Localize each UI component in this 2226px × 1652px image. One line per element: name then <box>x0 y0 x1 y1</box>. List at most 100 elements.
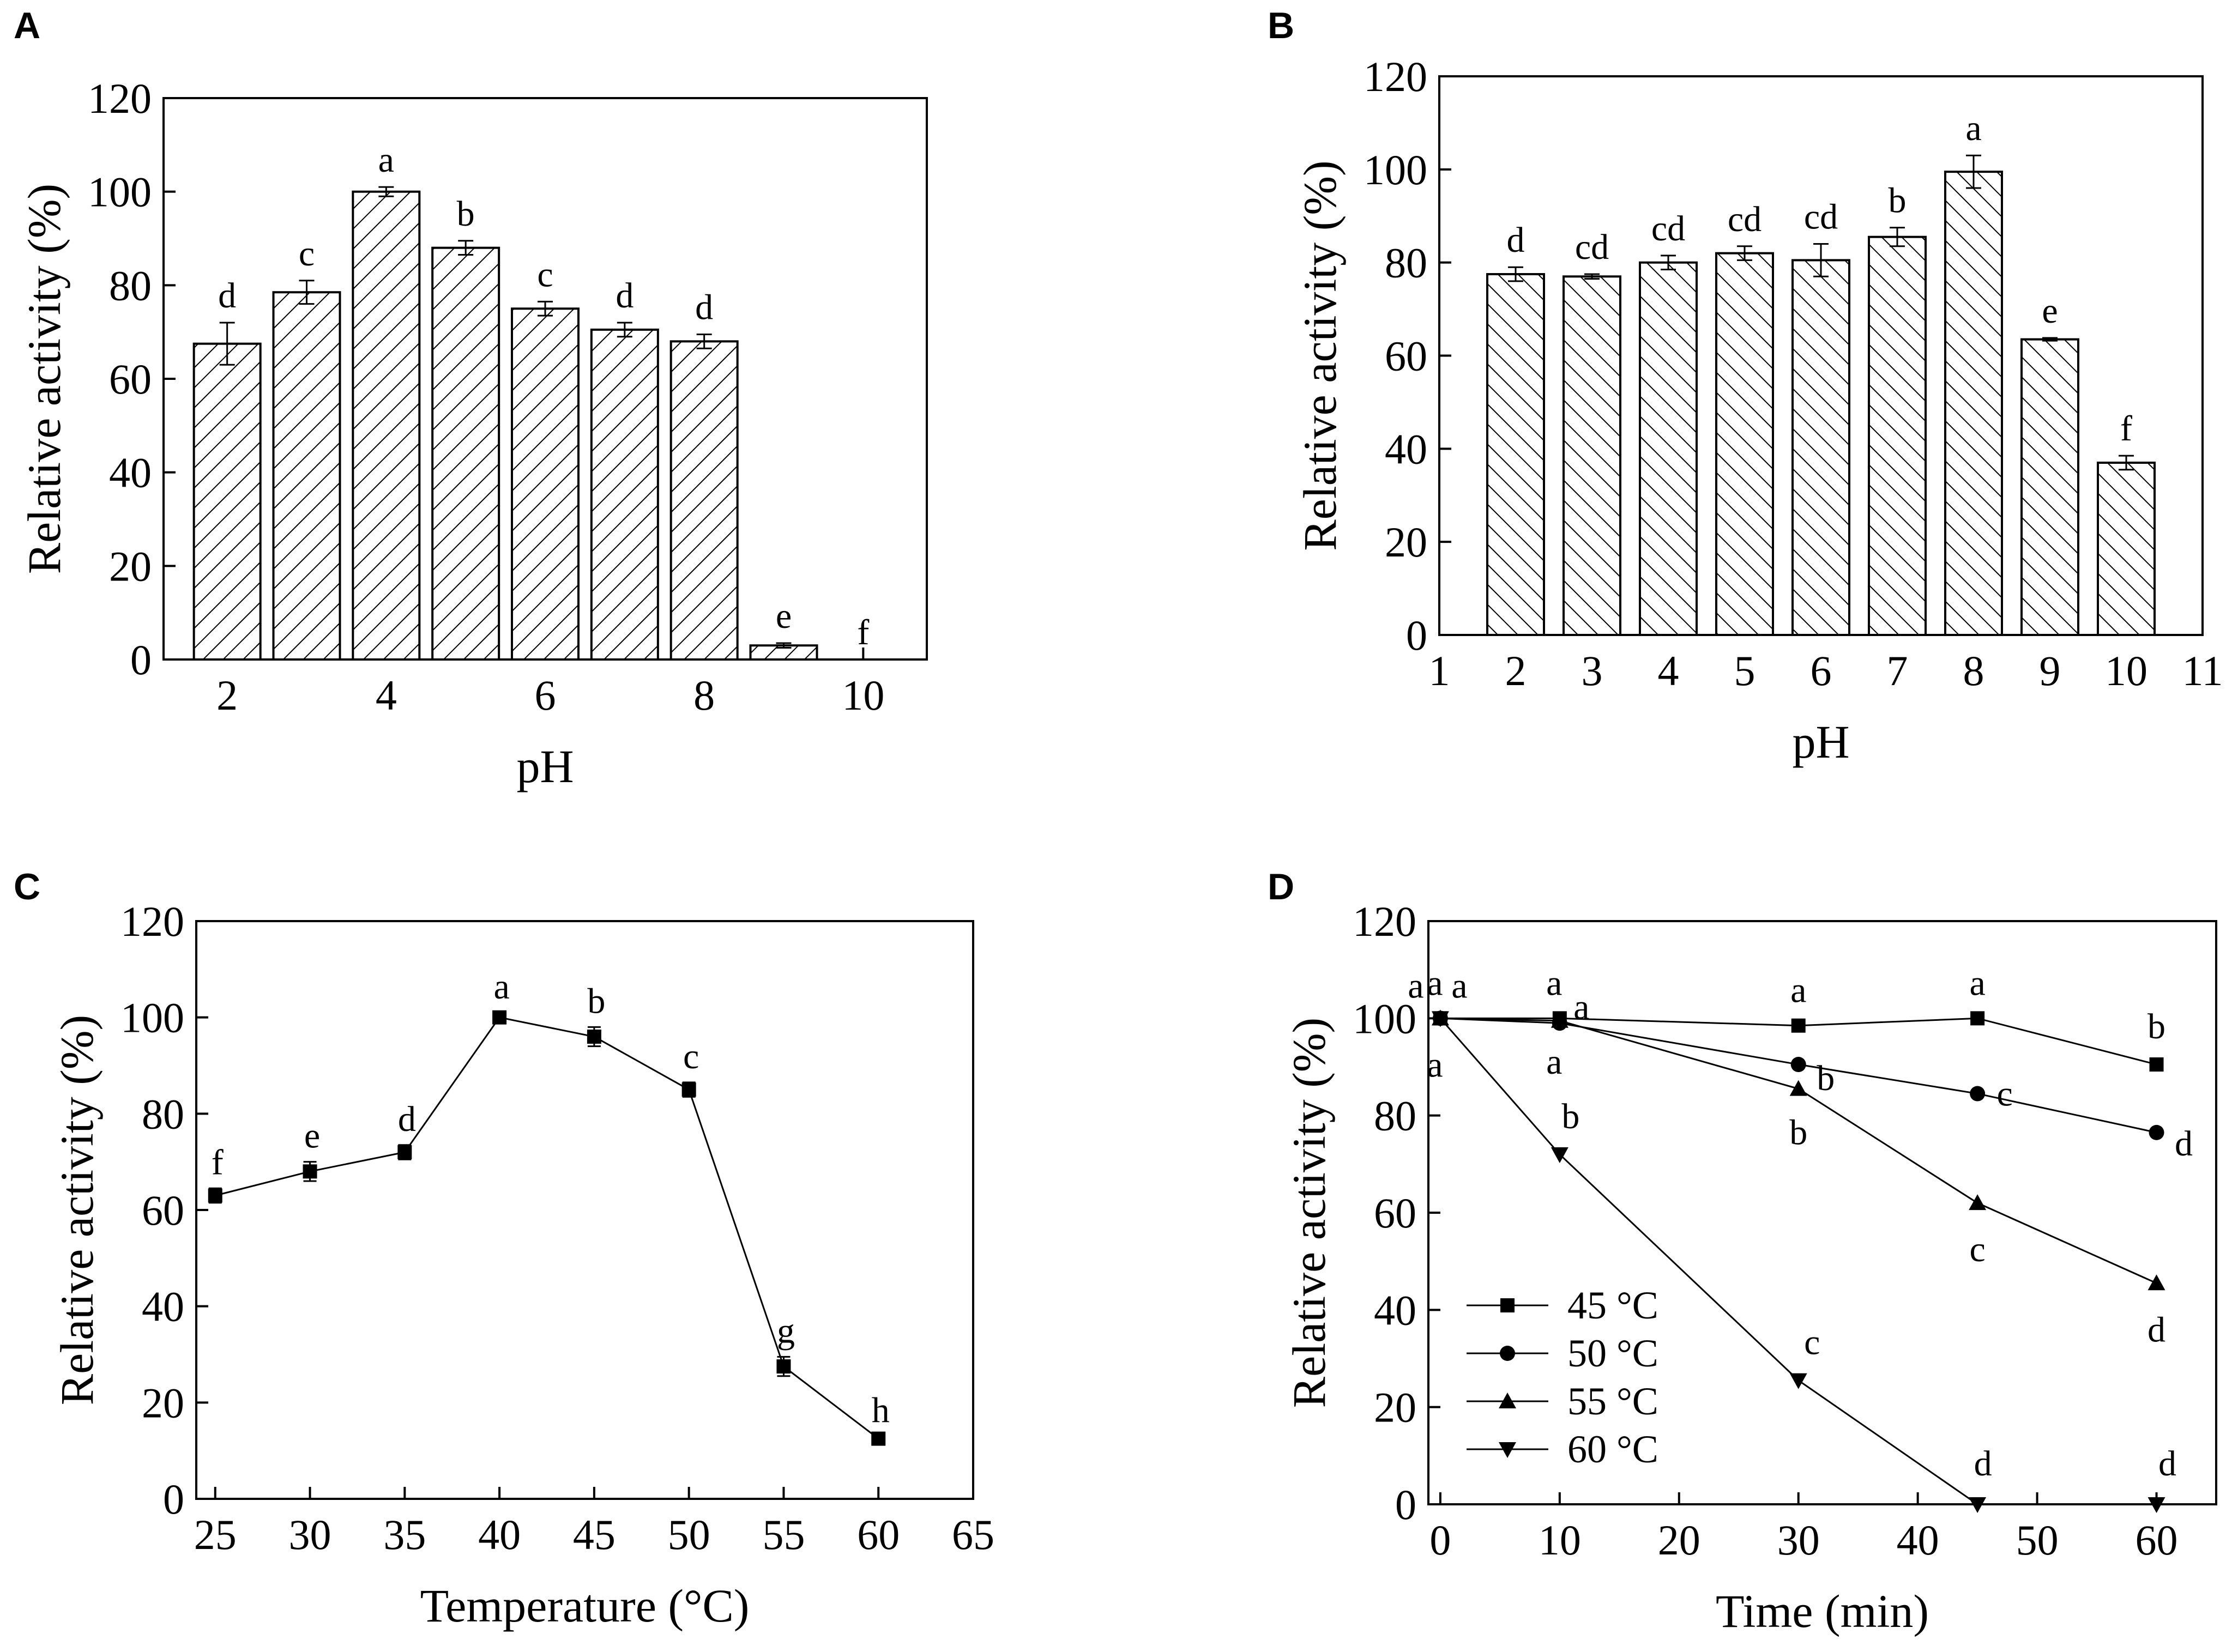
x-tick-label: 4 <box>1658 647 1679 694</box>
data-point <box>2149 1124 2164 1140</box>
data-point <box>1500 1298 1515 1312</box>
data-label: f <box>2120 409 2132 449</box>
data-label: d <box>1507 220 1525 260</box>
y-tick-label: 100 <box>88 168 152 216</box>
data-label: a <box>1790 971 1806 1010</box>
x-tick-label: 6 <box>535 671 556 719</box>
y-axis-title: Relative activity (%) <box>1294 160 1346 550</box>
x-tick-label: 10 <box>1539 1516 1581 1564</box>
y-tick-label: 120 <box>1353 898 1416 945</box>
y-tick-label: 40 <box>142 1283 184 1330</box>
data-label: a <box>1451 966 1467 1006</box>
data-point <box>1790 1057 1806 1073</box>
data-point <box>587 1030 601 1044</box>
y-tick-label: 20 <box>109 542 152 590</box>
bar <box>2097 461 2156 636</box>
x-tick-label: 11 <box>2182 647 2223 694</box>
panel-label-c: C <box>14 866 40 907</box>
chart-panel-b: 0 20 40 60 80 100 120 1 2 3 4 5 6 7 8 9 10 11 pH Relative a… <box>1294 53 2223 768</box>
data-point <box>208 1188 222 1203</box>
y-tick-label: 100 <box>1364 146 1427 193</box>
data-label: cd <box>1651 209 1685 249</box>
data-point <box>1789 1080 1807 1096</box>
x-tick-label: 45 <box>573 1511 616 1558</box>
data-label: b <box>587 981 605 1021</box>
chart-panel-d: 0 20 40 60 80 100 120 0 10 20 30 40 50 60 Time (min) Re… <box>1283 898 2217 1637</box>
bar <box>511 307 580 661</box>
data-label: b <box>1889 181 1907 221</box>
data-point <box>776 1359 791 1374</box>
data-label: d <box>218 276 236 316</box>
data-label: a <box>1546 1042 1562 1082</box>
data-point <box>1969 1194 1987 1211</box>
y-tick-label: 40 <box>1385 425 1427 473</box>
y-tick-label: 60 <box>109 355 152 403</box>
y-tick-label: 20 <box>142 1379 184 1426</box>
bar <box>669 340 739 661</box>
x-axis-title: pH <box>516 740 574 792</box>
y-tick-label: 0 <box>163 1475 184 1523</box>
data-label: f <box>212 1142 224 1182</box>
data-point <box>1969 1497 1987 1513</box>
x-tick-label: 8 <box>1963 647 1984 694</box>
y-tick-label: 80 <box>1374 1092 1416 1140</box>
data-label: d <box>616 276 634 316</box>
data-point <box>2149 1057 2164 1072</box>
y-tick-label: 80 <box>1385 239 1427 287</box>
panel-label-b: B <box>1268 5 1294 46</box>
data-label: a <box>1427 1045 1443 1085</box>
data-label: f <box>857 613 869 652</box>
y-tick-label: 60 <box>1374 1189 1416 1237</box>
x-tick-label: 65 <box>952 1511 994 1558</box>
y-tick-label: 120 <box>88 75 152 122</box>
legend-label: 60 °C <box>1567 1427 1658 1471</box>
bar <box>1944 171 2003 636</box>
y-tick-label: 80 <box>109 262 152 309</box>
data-label: g <box>777 1311 795 1351</box>
x-tick-label: 20 <box>1658 1516 1700 1564</box>
y-axis-title: Relative activity (%) <box>18 184 70 574</box>
x-tick-label: 6 <box>1811 647 1832 694</box>
legend-label: 45 °C <box>1567 1284 1658 1327</box>
data-label: d <box>2158 1444 2176 1484</box>
x-tick-label: 0 <box>1429 1516 1451 1564</box>
y-tick-label: 20 <box>1374 1384 1416 1431</box>
bar <box>431 246 500 661</box>
x-axis-title: Temperature (°C) <box>420 1580 750 1632</box>
y-tick-label: 40 <box>109 449 152 497</box>
data-label: b <box>2147 1007 2165 1046</box>
data-point <box>1551 1147 1569 1163</box>
bar <box>2020 338 2079 636</box>
x-tick-label: 30 <box>1777 1516 1820 1564</box>
x-tick-label: 55 <box>762 1511 805 1558</box>
data-label: cd <box>1804 197 1838 237</box>
panel-label-a: A <box>14 5 40 46</box>
data-label: h <box>872 1390 890 1430</box>
x-tick-label: 9 <box>2040 647 2061 694</box>
legend-label: 55 °C <box>1567 1379 1658 1423</box>
x-tick-label: 2 <box>216 671 238 719</box>
data-label: cd <box>1728 199 1762 239</box>
data-point <box>681 1082 696 1097</box>
data-label: a <box>378 140 394 180</box>
data-point <box>871 1431 886 1446</box>
data-label: b <box>1817 1058 1835 1098</box>
x-tick-label: 40 <box>478 1511 521 1558</box>
y-tick-label: 20 <box>1385 518 1427 566</box>
y-axis-title: Relative activity (%) <box>51 1015 103 1405</box>
data-label: d <box>2147 1310 2165 1350</box>
y-tick-label: 0 <box>1395 1481 1416 1528</box>
x-tick-label: 8 <box>693 671 715 719</box>
bar <box>590 328 659 661</box>
bar <box>1486 273 1545 637</box>
data-label: c <box>1969 1230 1985 1269</box>
bar <box>352 190 421 661</box>
x-tick-label: 1 <box>1429 647 1450 694</box>
x-axis-title: pH <box>1792 716 1849 768</box>
data-point <box>1970 1086 1986 1102</box>
data-point <box>1970 1011 1985 1026</box>
x-tick-label: 7 <box>1887 647 1908 694</box>
x-tick-label: 10 <box>842 671 884 719</box>
data-point <box>397 1145 412 1159</box>
